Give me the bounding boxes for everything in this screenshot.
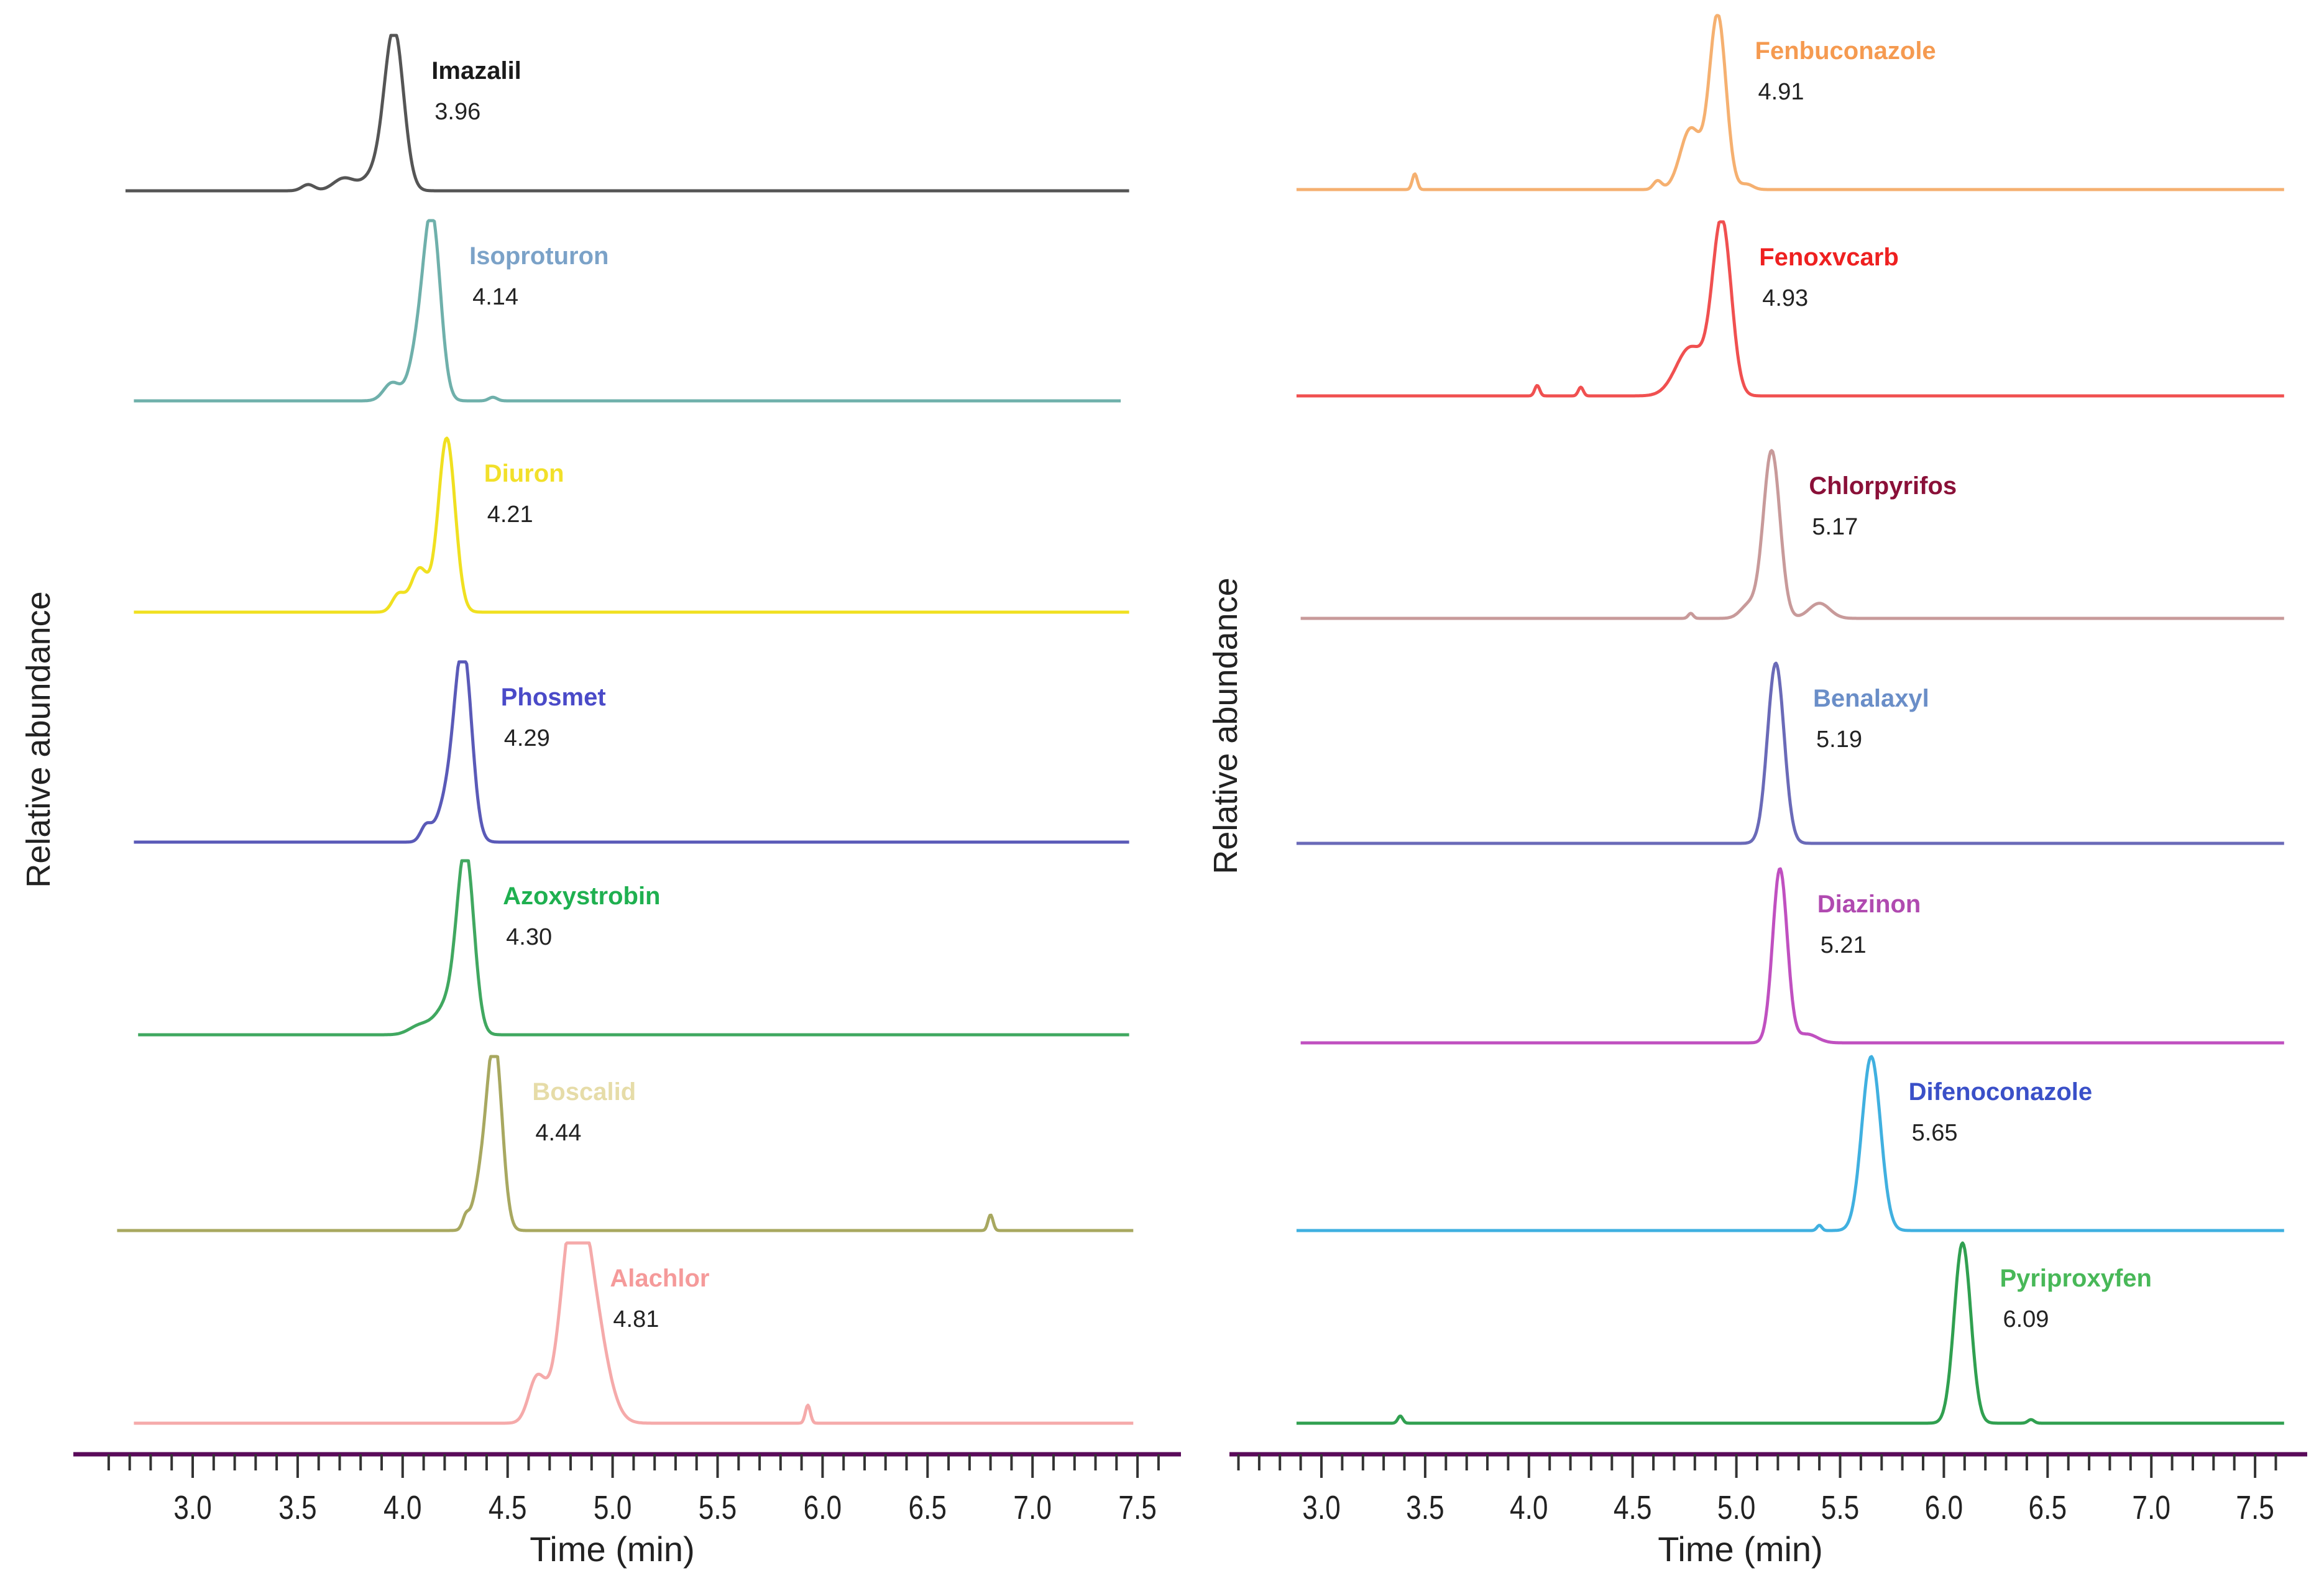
trace-line-benalaxyl bbox=[1296, 661, 2285, 845]
trace-diazinon: Diazinon 5.21 bbox=[1300, 867, 2285, 1045]
left-chromatogram-panel: Relative abundance Imazalil 3.96 Isoprotur… bbox=[20, 34, 1181, 1569]
retention-time-isoproturon: 4.14 bbox=[472, 284, 518, 310]
peak-name-phosmet: Phosmet bbox=[501, 684, 606, 711]
right-x-ticks: 3.0 3.5 4.0 4.5 5.0 5.5 6.0 6.5 7.0 7.5 bbox=[1237, 1454, 2277, 1526]
trace-fenoxvcarb: Fenoxvcarb 4.93 bbox=[1296, 220, 2285, 398]
trace-line-pyriproxyfen bbox=[1296, 1241, 2285, 1425]
peak-name-azoxystrobin: Azoxystrobin bbox=[503, 883, 660, 910]
trace-line-phosmet bbox=[133, 660, 1130, 844]
retention-time-diazinon: 5.21 bbox=[1821, 932, 1867, 958]
x-tick-label: 6.5 bbox=[909, 1489, 947, 1526]
x-tick-label: 3.0 bbox=[1302, 1489, 1341, 1526]
x-tick-label: 4.0 bbox=[1510, 1489, 1548, 1526]
x-tick-label: 3.0 bbox=[173, 1489, 212, 1526]
x-tick-label: 4.5 bbox=[1614, 1489, 1652, 1526]
trace-azoxystrobin: Azoxystrobin 4.30 bbox=[137, 859, 1130, 1037]
peak-name-chlorpyrifos: Chlorpyrifos bbox=[1809, 472, 1957, 500]
peak-name-fenbuconazole: Fenbuconazole bbox=[1755, 37, 1936, 65]
right-traces: Fenbuconazole 4.91 Fenoxvcarb 4.93 Chlorpyri… bbox=[1296, 14, 2285, 1425]
retention-time-phosmet: 4.29 bbox=[504, 725, 550, 751]
left-y-axis-title: Relative abundance bbox=[20, 591, 57, 887]
retention-time-alachlor: 4.81 bbox=[613, 1306, 659, 1332]
trace-line-difenoconazole bbox=[1296, 1055, 2285, 1232]
left-traces: Imazalil 3.96 Isoproturon 4.14 Diuron 4.21 Pho… bbox=[116, 34, 1134, 1425]
trace-line-fenbuconazole bbox=[1296, 14, 2285, 191]
trace-pyriproxyfen: Pyriproxyfen 6.09 bbox=[1296, 1241, 2285, 1425]
trace-line-chlorpyrifos bbox=[1300, 449, 2285, 620]
trace-fenbuconazole: Fenbuconazole 4.91 bbox=[1296, 14, 2285, 191]
right-chromatogram-panel: Relative abundance Fenbuconazole 4.91 Feno… bbox=[1207, 14, 2307, 1569]
trace-line-isoproturon bbox=[133, 219, 1121, 403]
left-x-ticks: 3.0 3.5 4.0 4.5 5.0 5.5 6.0 6.5 7.0 7.5 bbox=[107, 1454, 1160, 1526]
x-tick-label: 4.0 bbox=[384, 1489, 422, 1526]
retention-time-difenoconazole: 5.65 bbox=[1912, 1120, 1958, 1146]
peak-name-alachlor: Alachlor bbox=[610, 1265, 709, 1292]
retention-time-pyriproxyfen: 6.09 bbox=[2003, 1306, 2049, 1332]
x-tick-label: 5.0 bbox=[1717, 1489, 1756, 1526]
peak-name-benalaxyl: Benalaxyl bbox=[1813, 685, 1929, 712]
x-tick-label: 3.5 bbox=[278, 1489, 317, 1526]
trace-alachlor: Alachlor 4.81 bbox=[133, 1241, 1134, 1425]
peak-name-boscalid: Boscalid bbox=[532, 1078, 636, 1106]
retention-time-boscalid: 4.44 bbox=[535, 1120, 581, 1146]
trace-line-azoxystrobin bbox=[137, 859, 1130, 1037]
trace-line-fenoxvcarb bbox=[1296, 220, 2285, 398]
peak-name-fenoxvcarb: Fenoxvcarb bbox=[1759, 244, 1899, 271]
right-y-axis-title: Relative abundance bbox=[1207, 577, 1244, 874]
x-tick-label: 5.0 bbox=[594, 1489, 632, 1526]
retention-time-diuron: 4.21 bbox=[487, 502, 533, 528]
trace-line-alachlor bbox=[133, 1241, 1134, 1425]
x-tick-label: 6.5 bbox=[2029, 1489, 2067, 1526]
retention-time-chlorpyrifos: 5.17 bbox=[1812, 514, 1858, 540]
peak-name-pyriproxyfen: Pyriproxyfen bbox=[2000, 1265, 2152, 1292]
peak-name-diazinon: Diazinon bbox=[1817, 891, 1921, 918]
peak-name-difenoconazole: Difenoconazole bbox=[1909, 1078, 2093, 1106]
trace-line-boscalid bbox=[116, 1055, 1134, 1232]
trace-difenoconazole: Difenoconazole 5.65 bbox=[1296, 1055, 2285, 1232]
right-x-axis-title: Time (min) bbox=[1658, 1529, 1822, 1569]
trace-imazalil: Imazalil 3.96 bbox=[125, 34, 1130, 193]
x-tick-label: 4.5 bbox=[489, 1489, 527, 1526]
trace-line-diazinon bbox=[1300, 867, 2285, 1045]
peak-name-imazalil: Imazalil bbox=[431, 57, 521, 85]
trace-chlorpyrifos: Chlorpyrifos 5.17 bbox=[1300, 449, 2285, 620]
x-tick-label: 7.0 bbox=[1013, 1489, 1052, 1526]
trace-diuron: Diuron 4.21 bbox=[133, 436, 1130, 614]
trace-isoproturon: Isoproturon 4.14 bbox=[133, 219, 1121, 403]
x-tick-label: 3.5 bbox=[1406, 1489, 1444, 1526]
retention-time-fenoxvcarb: 4.93 bbox=[1762, 285, 1808, 311]
trace-line-diuron bbox=[133, 436, 1130, 614]
x-tick-label: 5.5 bbox=[1821, 1489, 1860, 1526]
x-tick-label: 7.5 bbox=[1118, 1489, 1157, 1526]
retention-time-benalaxyl: 5.19 bbox=[1816, 727, 1862, 753]
peak-name-isoproturon: Isoproturon bbox=[469, 242, 609, 270]
x-tick-label: 5.5 bbox=[699, 1489, 737, 1526]
trace-phosmet: Phosmet 4.29 bbox=[133, 660, 1130, 844]
retention-time-azoxystrobin: 4.30 bbox=[506, 924, 552, 950]
trace-line-imazalil bbox=[125, 34, 1130, 193]
trace-benalaxyl: Benalaxyl 5.19 bbox=[1296, 661, 2285, 845]
x-tick-label: 6.0 bbox=[1925, 1489, 1963, 1526]
x-tick-label: 6.0 bbox=[804, 1489, 842, 1526]
x-tick-label: 7.5 bbox=[2236, 1489, 2274, 1526]
x-tick-label: 7.0 bbox=[2132, 1489, 2170, 1526]
left-x-axis-title: Time (min) bbox=[530, 1529, 694, 1569]
retention-time-fenbuconazole: 4.91 bbox=[1758, 79, 1804, 105]
retention-time-imazalil: 3.96 bbox=[434, 99, 480, 125]
trace-boscalid: Boscalid 4.44 bbox=[116, 1055, 1134, 1232]
peak-name-diuron: Diuron bbox=[484, 460, 564, 487]
